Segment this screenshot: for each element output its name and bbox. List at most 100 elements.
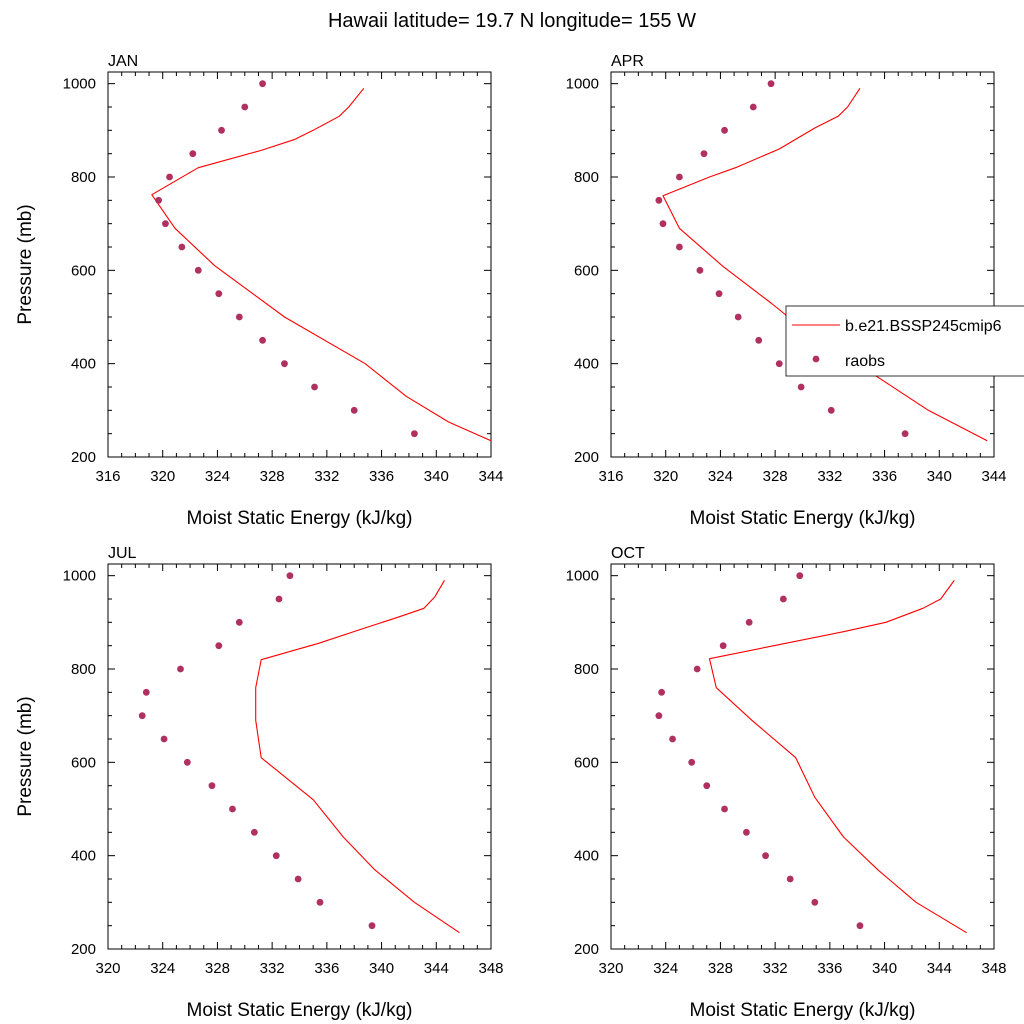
x-tick-label: 328	[763, 468, 788, 485]
obs-point	[272, 852, 280, 860]
x-tick-label: 320	[150, 468, 175, 485]
obs-point	[311, 383, 318, 391]
obs-point	[688, 758, 696, 766]
obs-point	[259, 80, 266, 88]
obs-point	[659, 220, 667, 228]
obs-point	[749, 103, 757, 111]
obs-point	[658, 688, 666, 696]
obs-point	[166, 173, 173, 181]
obs-point	[160, 735, 168, 743]
y-tick-label: 600	[71, 262, 96, 279]
x-tick-label: 344	[478, 468, 503, 485]
obs-point	[762, 852, 769, 860]
x-tick-label: 328	[708, 960, 733, 977]
obs-point	[755, 336, 763, 344]
x-tick-label: 332	[314, 468, 339, 485]
y-tick-label: 600	[574, 262, 599, 279]
obs-point	[703, 782, 711, 790]
obs-point	[241, 103, 249, 111]
panel-jul: 320 324 328 332 336 340 344 348 200 400 600 800 1000…	[15, 545, 504, 1021]
y-tick-label: 400	[71, 848, 96, 865]
obs-point	[693, 665, 701, 673]
obs-point	[350, 406, 358, 414]
legend-box	[785, 305, 1024, 377]
x-tick-label: 316	[598, 468, 623, 485]
obs-point	[259, 336, 266, 344]
x-tick-label: 328	[260, 468, 285, 485]
obs-point	[797, 383, 805, 391]
obs-point	[901, 430, 909, 438]
obs-point	[655, 712, 663, 720]
obs-point	[696, 266, 704, 274]
x-tick-label: 344	[927, 960, 952, 977]
obs-point	[700, 150, 708, 158]
x-tick-label: 320	[95, 960, 120, 977]
obs-point	[827, 406, 835, 414]
obs-point	[275, 595, 283, 603]
x-tick-label: 348	[478, 960, 503, 977]
obs-point	[779, 595, 787, 603]
obs-point	[177, 665, 184, 673]
obs-point	[218, 126, 225, 134]
y-tick-label: 800	[71, 661, 96, 678]
y-tick-label: 200	[71, 449, 96, 466]
obs-point	[178, 243, 186, 251]
panel-jan: 316 320 324 328 332 336 340 344 200 400 600 800 1000…	[15, 53, 504, 529]
x-tick-label: 340	[927, 468, 952, 485]
panel-title: OCT	[611, 545, 645, 562]
x-tick-label: 336	[872, 468, 897, 485]
x-tick-label: 336	[314, 960, 339, 977]
x-tick-label: 340	[424, 468, 449, 485]
legend-model-label: b.e21.BSSP245cmip6	[845, 318, 1002, 335]
obs-point	[734, 313, 742, 321]
y-tick-label: 1000	[566, 76, 599, 93]
y-tick-label: 200	[574, 941, 599, 958]
obs-point	[796, 572, 804, 580]
y-tick-label: 600	[574, 754, 599, 771]
obs-point	[215, 290, 223, 298]
x-tick-label: 344	[424, 960, 449, 977]
panel-title: APR	[611, 53, 644, 70]
obs-point	[715, 290, 723, 298]
plot-frame	[610, 71, 995, 458]
legend: b.e21.BSSP245cmip6 raobs	[785, 305, 1024, 377]
obs-point	[743, 828, 750, 836]
obs-point	[155, 196, 163, 204]
panels: 316 320 324 328 332 336 340 344 200 400 600 800 1000…	[15, 53, 1007, 1021]
obs-point	[767, 80, 775, 88]
panel-oct: 320 324 328 332 336 340 344 348 200 400 600 800 1000…	[566, 545, 1007, 1021]
figure-title: Hawaii latitude= 19.7 N longitude= 155 W	[328, 10, 696, 32]
x-tick-label: 348	[981, 960, 1006, 977]
obs-point	[215, 642, 223, 650]
y-tick-label: 600	[71, 754, 96, 771]
obs-point	[856, 922, 864, 930]
obs-point	[250, 828, 258, 836]
x-tick-label: 340	[369, 960, 394, 977]
x-axis-label: Moist Static Energy (kJ/kg)	[690, 508, 916, 529]
obs-point	[411, 430, 418, 438]
y-tick-label: 800	[574, 169, 599, 186]
y-tick-label: 400	[574, 356, 599, 373]
x-tick-label: 324	[708, 468, 733, 485]
obs-point	[719, 642, 727, 650]
plot-frame	[107, 563, 492, 950]
legend-obs-swatch	[812, 355, 820, 363]
x-tick-label: 320	[653, 468, 678, 485]
x-tick-label: 324	[150, 960, 175, 977]
obs-point	[368, 922, 376, 930]
x-tick-label: 316	[95, 468, 120, 485]
obs-point	[316, 898, 324, 906]
obs-point	[189, 150, 197, 158]
y-tick-label: 1000	[63, 568, 96, 585]
x-axis-label: Moist Static Energy (kJ/kg)	[187, 1000, 413, 1021]
panel-title: JAN	[108, 53, 138, 70]
x-tick-label: 328	[205, 960, 230, 977]
model-series-line	[662, 87, 988, 442]
obs-point	[745, 618, 753, 626]
x-axis-label: Moist Static Energy (kJ/kg)	[187, 508, 413, 529]
model-series-line	[708, 579, 967, 934]
x-tick-label: 340	[872, 960, 897, 977]
x-tick-label: 320	[598, 960, 623, 977]
x-tick-label: 324	[653, 960, 678, 977]
